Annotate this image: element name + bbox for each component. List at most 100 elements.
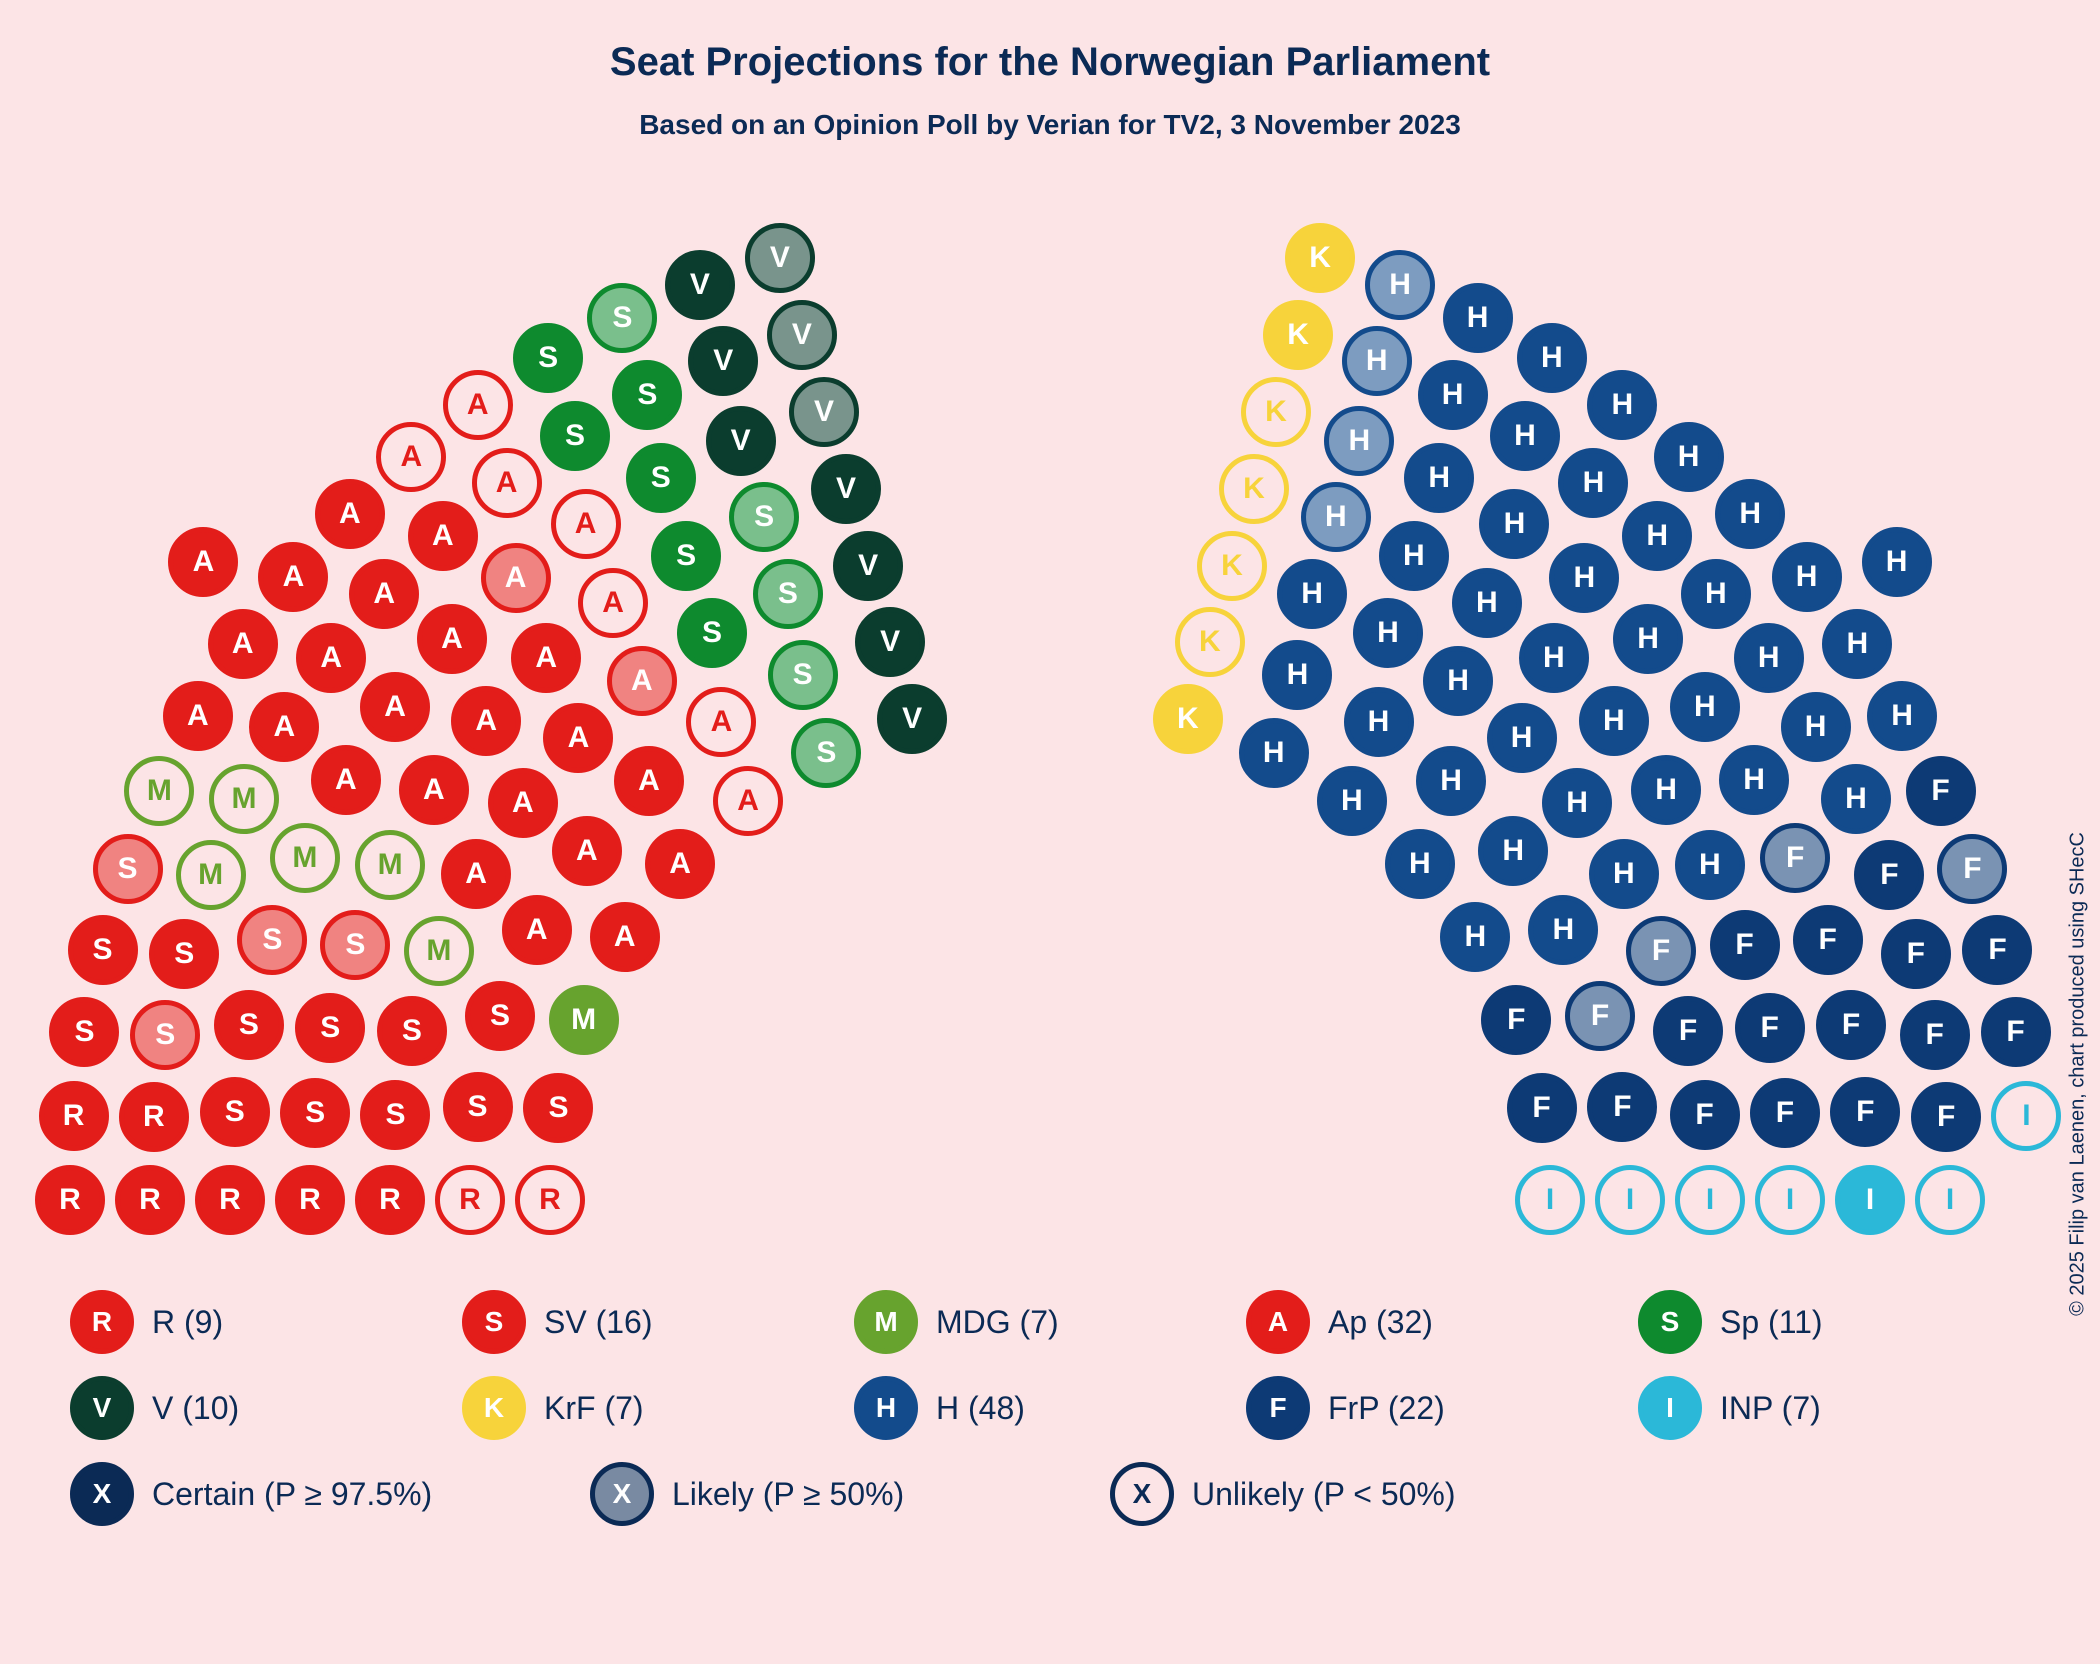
seat: I xyxy=(1595,1165,1665,1235)
seat: A xyxy=(481,543,551,613)
seat: S xyxy=(612,360,682,430)
seat: H xyxy=(1262,640,1332,710)
seat: M xyxy=(209,764,279,834)
legend-swatch: I xyxy=(1638,1376,1702,1440)
seat: M xyxy=(355,830,425,900)
seat: H xyxy=(1478,816,1548,886)
seat: A xyxy=(360,672,430,742)
legend-swatch: M xyxy=(854,1290,918,1354)
seat: A xyxy=(408,501,478,571)
legend-label: Certain (P ≥ 97.5%) xyxy=(152,1476,432,1513)
seat: F xyxy=(1962,915,2032,985)
seat: R xyxy=(435,1165,505,1235)
seat: S xyxy=(68,915,138,985)
seat: A xyxy=(441,839,511,909)
legend-label: SV (16) xyxy=(544,1304,652,1341)
seat: S xyxy=(523,1073,593,1143)
seat: F xyxy=(1481,985,1551,1055)
seat: A xyxy=(249,692,319,762)
legend-item-certain: XCertain (P ≥ 97.5%) xyxy=(70,1462,590,1526)
seat: A xyxy=(645,829,715,899)
seat: F xyxy=(1911,1082,1981,1152)
seat: M xyxy=(124,756,194,826)
legend-swatch: S xyxy=(1638,1290,1702,1354)
seat: H xyxy=(1558,448,1628,518)
seat: A xyxy=(399,755,469,825)
seat: H xyxy=(1353,598,1423,668)
seat: S xyxy=(130,1000,200,1070)
seat: A xyxy=(686,687,756,757)
legend-swatch: A xyxy=(1246,1290,1310,1354)
seat: H xyxy=(1631,755,1701,825)
seat: H xyxy=(1317,766,1387,836)
seat: S xyxy=(626,443,696,513)
seat: R xyxy=(195,1165,265,1235)
seat: A xyxy=(511,623,581,693)
legend-item-mdg: MMDG (7) xyxy=(854,1290,1246,1354)
seat: K xyxy=(1241,377,1311,447)
legend-item-krf: KKrF (7) xyxy=(462,1376,854,1440)
seat: H xyxy=(1681,559,1751,629)
seat: S xyxy=(465,981,535,1051)
seat: V xyxy=(833,531,903,601)
seat: H xyxy=(1528,895,1598,965)
seat: A xyxy=(315,479,385,549)
legend-swatch: V xyxy=(70,1376,134,1440)
hemicycle-chart: RRRRRRRRRSSSSSSSSSSSSSSSSMMMMMMMAAAAAAAA… xyxy=(50,560,2050,1360)
seat: H xyxy=(1342,326,1412,396)
copyright-text: © 2025 Filip van Laenen, chart produced … xyxy=(2067,832,2090,1316)
legend-label: R (9) xyxy=(152,1304,223,1341)
seat: H xyxy=(1487,703,1557,773)
legend-label: INP (7) xyxy=(1720,1390,1821,1427)
seat: I xyxy=(1835,1165,1905,1235)
seat: F xyxy=(1881,919,1951,989)
seat: S xyxy=(768,640,838,710)
seat: H xyxy=(1781,692,1851,762)
seat: S xyxy=(540,401,610,471)
seat: A xyxy=(311,745,381,815)
seat: H xyxy=(1443,283,1513,353)
seat: H xyxy=(1772,542,1842,612)
seat: F xyxy=(1981,997,2051,1067)
seat: H xyxy=(1821,764,1891,834)
seat: F xyxy=(1816,990,1886,1060)
seat: S xyxy=(513,323,583,393)
legend-label: Ap (32) xyxy=(1328,1304,1433,1341)
chart-subtitle: Based on an Opinion Poll by Verian for T… xyxy=(0,85,2100,141)
seat: I xyxy=(1915,1165,1985,1235)
seat: S xyxy=(360,1080,430,1150)
seat: F xyxy=(1937,834,2007,904)
legend-swatch: K xyxy=(462,1376,526,1440)
seat: M xyxy=(176,840,246,910)
legend-item-unlikely: XUnlikely (P < 50%) xyxy=(1110,1462,1630,1526)
seat: H xyxy=(1452,568,1522,638)
legend-label: V (10) xyxy=(152,1390,239,1427)
seat: S xyxy=(49,997,119,1067)
seat: M xyxy=(404,916,474,986)
seat: H xyxy=(1517,323,1587,393)
seat: R xyxy=(119,1082,189,1152)
seat: H xyxy=(1549,543,1619,613)
seat: H xyxy=(1324,406,1394,476)
chart-title: Seat Projections for the Norwegian Parli… xyxy=(0,0,2100,85)
seat: H xyxy=(1277,559,1347,629)
seat: R xyxy=(39,1081,109,1151)
seat: H xyxy=(1654,422,1724,492)
seat: A xyxy=(168,527,238,597)
legend-swatch: F xyxy=(1246,1376,1310,1440)
seat: R xyxy=(275,1165,345,1235)
seat: I xyxy=(1991,1081,2061,1151)
seat: A xyxy=(163,681,233,751)
seat: H xyxy=(1418,360,1488,430)
party-legend-row-2: VV (10)KKrF (7)HH (48)FFrP (22)IINP (7) xyxy=(70,1376,2030,1440)
seat: F xyxy=(1760,823,1830,893)
seat: A xyxy=(443,370,513,440)
legend-item-v: V V (10) xyxy=(70,1376,462,1440)
seat: S xyxy=(214,990,284,1060)
seat: S xyxy=(791,718,861,788)
seat: A xyxy=(208,609,278,679)
seat: H xyxy=(1675,830,1745,900)
seat: V xyxy=(745,223,815,293)
seat: A xyxy=(488,768,558,838)
seat: S xyxy=(295,993,365,1063)
